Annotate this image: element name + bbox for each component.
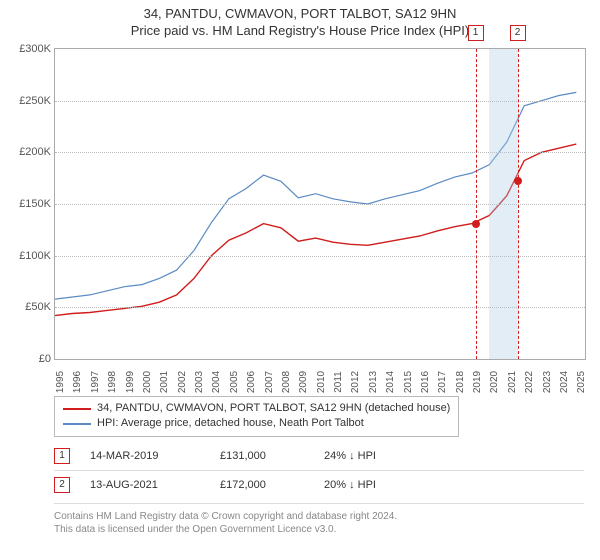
x-tick-label: 2018 (455, 371, 466, 393)
event-vline (476, 49, 477, 359)
event-row: 2 13-AUG-2021 £172,000 20% ↓ HPI (54, 470, 584, 499)
x-tick-label: 2012 (350, 371, 361, 393)
event-row: 1 14-MAR-2019 £131,000 24% ↓ HPI (54, 442, 584, 470)
event-price: £172,000 (220, 479, 304, 491)
x-tick-label: 2017 (437, 371, 448, 393)
x-tick-label: 2013 (368, 371, 379, 393)
x-tick-label: 2001 (159, 371, 170, 393)
y-tick-label: £0 (7, 353, 51, 365)
event-diff: 20% ↓ HPI (324, 479, 408, 491)
y-tick-label: £100K (7, 250, 51, 262)
x-tick-label: 1998 (107, 371, 118, 393)
footer-attribution: Contains HM Land Registry data © Crown c… (54, 503, 584, 536)
x-tick-label: 2007 (264, 371, 275, 393)
event-date: 13-AUG-2021 (90, 479, 200, 491)
legend-swatch (63, 408, 91, 410)
event-vline (518, 49, 519, 359)
x-tick-label: 2022 (524, 371, 535, 393)
event-dot (472, 220, 480, 228)
x-tick-label: 2020 (489, 371, 500, 393)
event-badge: 2 (54, 477, 70, 493)
chart-plot-area: £0£50K£100K£150K£200K£250K£300K199519961… (54, 48, 586, 360)
event-diff: 24% ↓ HPI (324, 450, 408, 462)
y-tick-label: £300K (7, 43, 51, 55)
footer-line-2: This data is licensed under the Open Gov… (54, 523, 584, 536)
x-tick-label: 2016 (420, 371, 431, 393)
event-price: £131,000 (220, 450, 304, 462)
event-marker-box: 2 (510, 25, 526, 41)
chart-container: 34, PANTDU, CWMAVON, PORT TALBOT, SA12 9… (0, 0, 600, 560)
x-tick-label: 2006 (246, 371, 257, 393)
x-tick-label: 2009 (298, 371, 309, 393)
x-tick-label: 2021 (507, 371, 518, 393)
footer-line-1: Contains HM Land Registry data © Crown c… (54, 510, 584, 523)
x-tick-label: 2010 (316, 371, 327, 393)
y-tick-label: £250K (7, 95, 51, 107)
x-tick-label: 2019 (472, 371, 483, 393)
legend-label: HPI: Average price, detached house, Neat… (97, 416, 364, 431)
event-date: 14-MAR-2019 (90, 450, 200, 462)
x-tick-label: 2002 (177, 371, 188, 393)
y-tick-label: £50K (7, 301, 51, 313)
x-tick-label: 2004 (211, 371, 222, 393)
x-tick-label: 2000 (142, 371, 153, 393)
event-badge: 1 (54, 448, 70, 464)
y-tick-label: £150K (7, 198, 51, 210)
legend-swatch (63, 423, 91, 425)
x-tick-label: 2023 (542, 371, 553, 393)
event-marker-box: 1 (468, 25, 484, 41)
x-tick-label: 2015 (403, 371, 414, 393)
x-tick-label: 1995 (55, 371, 66, 393)
x-tick-label: 2005 (229, 371, 240, 393)
legend-label: 34, PANTDU, CWMAVON, PORT TALBOT, SA12 9… (97, 401, 450, 416)
highlight-band (489, 49, 517, 359)
x-tick-label: 2003 (194, 371, 205, 393)
legend-row: 34, PANTDU, CWMAVON, PORT TALBOT, SA12 9… (63, 401, 450, 416)
x-tick-label: 2024 (559, 371, 570, 393)
x-tick-label: 2008 (281, 371, 292, 393)
events-table: 1 14-MAR-2019 £131,000 24% ↓ HPI 2 13-AUG-202… (54, 442, 584, 536)
x-tick-label: 1999 (125, 371, 136, 393)
x-tick-label: 2011 (333, 371, 344, 393)
title-line-1: 34, PANTDU, CWMAVON, PORT TALBOT, SA12 9… (0, 6, 600, 23)
x-tick-label: 1997 (90, 371, 101, 393)
legend-row: HPI: Average price, detached house, Neat… (63, 416, 450, 431)
y-tick-label: £200K (7, 146, 51, 158)
x-tick-label: 2025 (576, 371, 587, 393)
legend-box: 34, PANTDU, CWMAVON, PORT TALBOT, SA12 9… (54, 396, 459, 437)
event-dot (514, 177, 522, 185)
x-tick-label: 1996 (72, 371, 83, 393)
legend: 34, PANTDU, CWMAVON, PORT TALBOT, SA12 9… (54, 396, 584, 437)
x-tick-label: 2014 (385, 371, 396, 393)
